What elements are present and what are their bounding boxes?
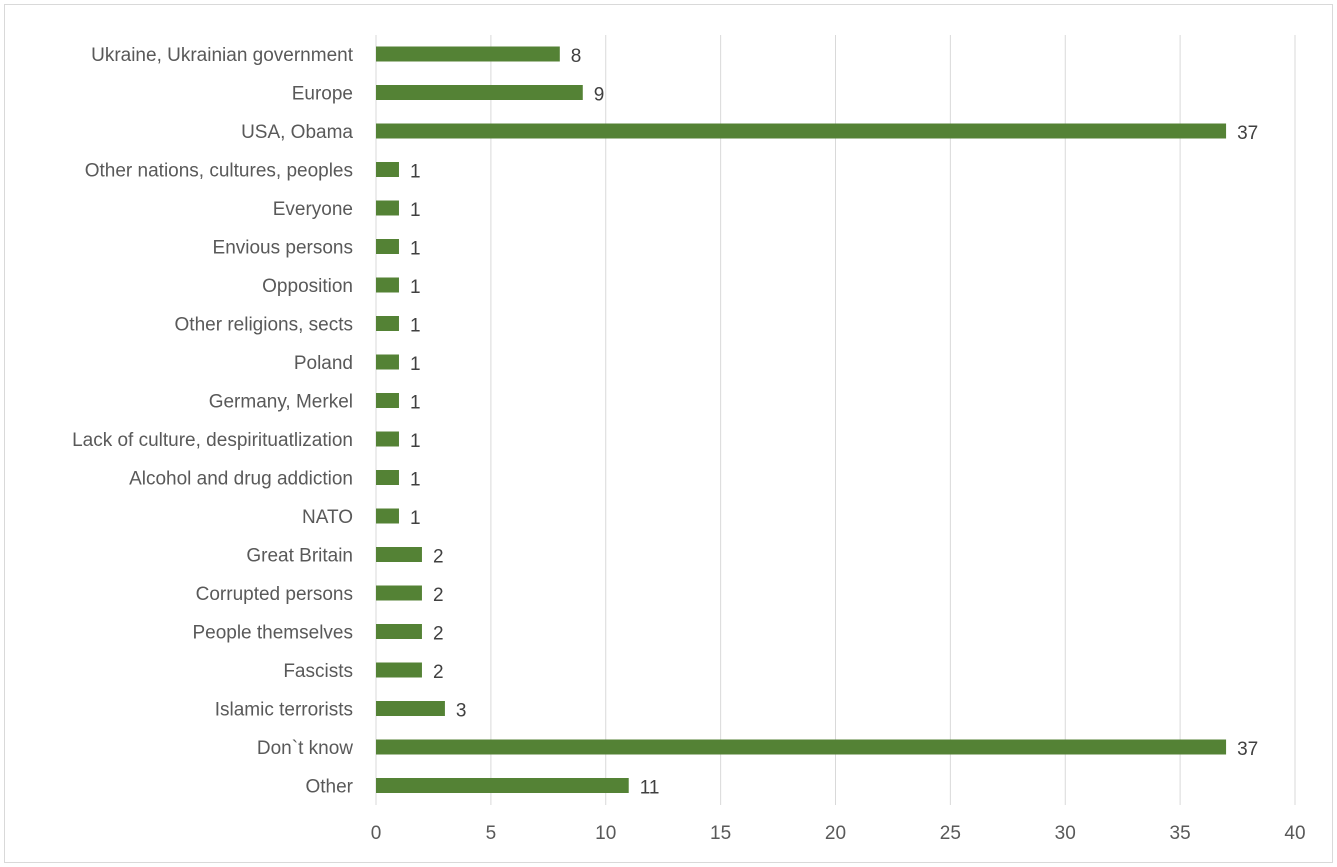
bar [376,624,422,639]
category-label: Other religions, sects [175,315,353,336]
data-label: 1 [410,277,421,298]
data-label: 3 [456,701,467,722]
data-label: 8 [571,46,582,67]
bar [376,470,399,485]
bar [376,162,399,177]
x-tick-label: 20 [825,823,846,844]
x-tick-label: 25 [940,823,961,844]
category-label: Islamic terrorists [215,700,353,721]
data-label: 9 [594,85,605,106]
category-label: Don`t know [257,738,353,759]
bar [376,46,560,62]
data-label: 37 [1237,739,1258,760]
category-label: People themselves [192,623,353,644]
category-label: Everyone [273,199,353,220]
bar [376,585,422,601]
data-label: 11 [640,778,660,799]
category-label: Other nations, cultures, peoples [85,161,353,182]
bar [376,123,1227,139]
category-label: Poland [294,353,353,374]
category-label: Ukraine, Ukrainian government [91,45,354,66]
data-label: 1 [410,470,421,491]
bar [376,316,399,331]
data-label: 2 [433,624,444,645]
data-label: 1 [410,316,421,337]
category-labels: Ukraine, Ukrainian government Europe USA, … [72,45,354,798]
x-tick-label: 30 [1055,823,1076,844]
bar [376,85,583,100]
bar [376,662,422,678]
data-label: 2 [433,585,444,606]
bar [376,701,445,716]
category-label: Germany, Merkel [209,392,353,413]
category-label: Other [305,777,353,798]
bar [376,508,399,524]
x-tick-label: 5 [486,823,497,844]
bars [376,46,1227,793]
grid-lines [375,35,1296,805]
x-tick-label: 40 [1284,823,1305,844]
x-tick-label: 15 [710,823,731,844]
category-label: NATO [302,507,353,528]
bar [376,393,399,408]
category-label: Alcohol and drug addiction [129,469,353,490]
category-label: Corrupted persons [196,584,353,605]
data-label: 1 [410,431,421,452]
bar [376,239,399,254]
category-label: Fascists [283,661,353,682]
category-label: Great Britain [246,546,353,567]
data-label: 1 [410,393,421,414]
category-label: Lack of culture, despirituatlization [72,430,353,451]
x-tick-label: 10 [595,823,616,844]
chart-frame [4,4,1333,863]
bar [376,547,422,562]
bar [376,354,399,370]
data-label: 2 [433,662,444,683]
data-label: 1 [410,354,421,375]
bar [376,778,629,793]
data-label: 1 [410,239,421,260]
data-label: 1 [410,508,421,529]
data-label: 37 [1237,123,1258,144]
bar [376,431,399,447]
category-label: Europe [292,84,353,105]
bar [376,277,399,293]
data-label: 1 [410,162,421,183]
data-label: 2 [433,547,444,568]
category-label: Opposition [262,276,353,297]
data-label: 1 [410,200,421,221]
category-label: Envious persons [213,238,353,259]
x-tick-label: 0 [371,823,382,844]
x-tick-label: 35 [1170,823,1191,844]
bar [376,200,399,216]
category-label: USA, Obama [241,122,353,143]
bar [376,739,1227,755]
x-axis-ticks: 0 5 10 15 20 25 30 35 40 [371,823,1306,844]
